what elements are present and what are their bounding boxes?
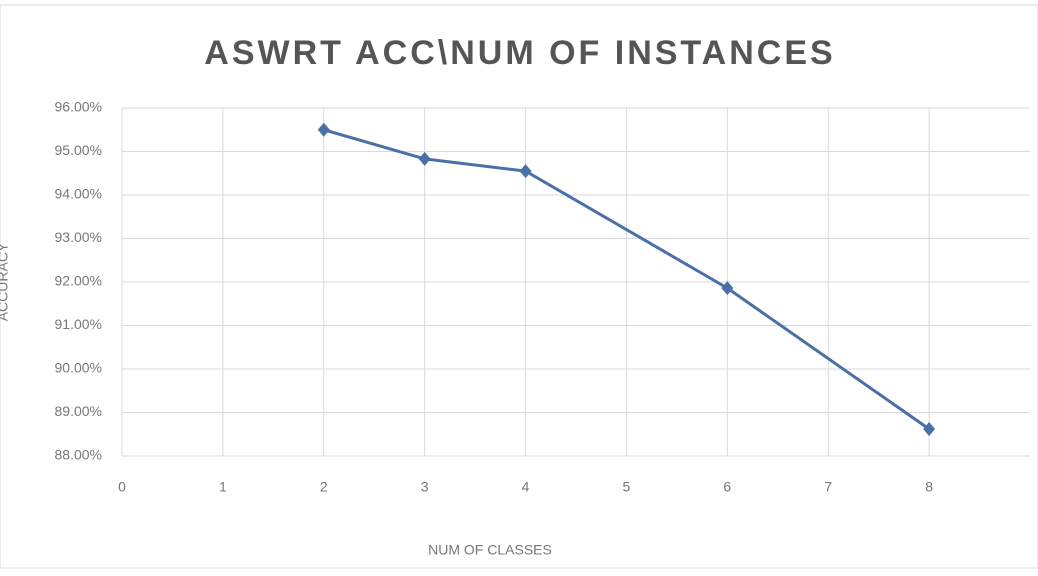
- data-point: [519, 164, 532, 179]
- y-tick-label: 96.00%: [55, 99, 102, 115]
- data-point: [317, 122, 330, 137]
- x-tick-label: 1: [219, 479, 227, 495]
- x-tick-label: 3: [421, 479, 429, 495]
- y-tick-label: 90.00%: [55, 360, 102, 376]
- y-tick-label: 91.00%: [55, 316, 102, 332]
- y-tick-label: 93.00%: [55, 229, 102, 245]
- y-tick-label: 94.00%: [55, 186, 102, 202]
- chart-title: ASWRT ACC\NUM OF INSTANCES: [204, 34, 835, 72]
- y-tick-label: 88.00%: [55, 447, 102, 463]
- y-tick-label: 95.00%: [55, 142, 102, 158]
- y-tick-label: 89.00%: [55, 403, 102, 419]
- y-axis-label: ACCURACY: [0, 242, 11, 321]
- x-tick-label: 7: [824, 479, 832, 495]
- x-tick-label: 8: [925, 479, 933, 495]
- chart-frame: [0, 4, 1038, 569]
- data-point: [418, 151, 431, 166]
- x-tick-label: 5: [623, 479, 631, 495]
- data-point: [923, 422, 936, 437]
- x-tick-label: 6: [723, 479, 731, 495]
- data-point: [721, 281, 734, 296]
- x-tick-label: 2: [320, 479, 328, 495]
- x-tick-label: 0: [118, 479, 126, 495]
- x-tick-label: 4: [522, 479, 530, 495]
- x-axis-label: NUM OF CLASSES: [428, 542, 552, 558]
- y-tick-label: 92.00%: [55, 273, 102, 289]
